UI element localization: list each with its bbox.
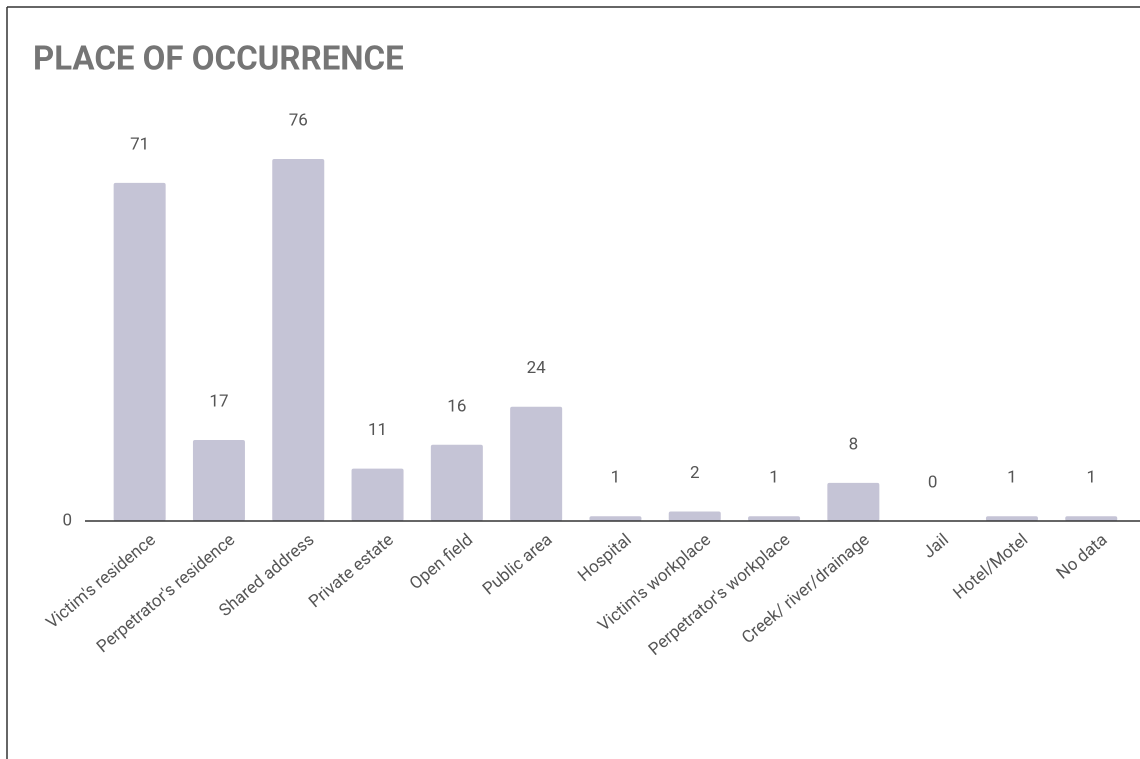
value-label: 17 (209, 392, 228, 412)
value-label: 0 (928, 472, 938, 492)
bar (192, 440, 245, 521)
bar (272, 159, 325, 522)
bar (510, 406, 563, 521)
bar (1065, 516, 1118, 521)
x-tick-label: Hospital (574, 530, 635, 586)
bar (113, 182, 166, 522)
x-tick-label: Jail (919, 530, 952, 563)
chart-title: PLACE OF OCCURRENCE (33, 40, 404, 79)
x-tick-label: Open field (406, 530, 477, 594)
value-label: 11 (368, 420, 387, 440)
x-tick-label: No data (1053, 530, 1112, 584)
value-label: 1 (1007, 468, 1017, 488)
value-label: 2 (690, 463, 700, 483)
bar (827, 482, 880, 521)
bar (351, 468, 404, 521)
value-label: 1 (769, 468, 779, 488)
x-tick-label: Public area (479, 530, 556, 599)
x-tick-label: Perpetrator's workplace (645, 530, 794, 660)
bar (668, 511, 721, 521)
bar (748, 516, 801, 521)
value-label: 24 (527, 358, 547, 378)
bar (985, 516, 1038, 521)
value-label: 76 (289, 111, 308, 131)
value-label: 1 (611, 468, 621, 488)
value-label: 8 (849, 434, 859, 454)
x-tick-label: Hotel/Motel (950, 530, 1032, 604)
value-label: 71 (130, 134, 149, 154)
y-tick-label: 0 (62, 510, 72, 530)
x-tick-label: Private estate (305, 530, 397, 612)
value-label: 16 (447, 396, 466, 416)
value-label: 1 (1086, 468, 1096, 488)
x-tick-label: Creek/ river/drainage (738, 530, 873, 648)
bar (430, 444, 483, 521)
bar (589, 516, 642, 521)
x-tick-label: Perpetrator's residence (93, 530, 239, 657)
